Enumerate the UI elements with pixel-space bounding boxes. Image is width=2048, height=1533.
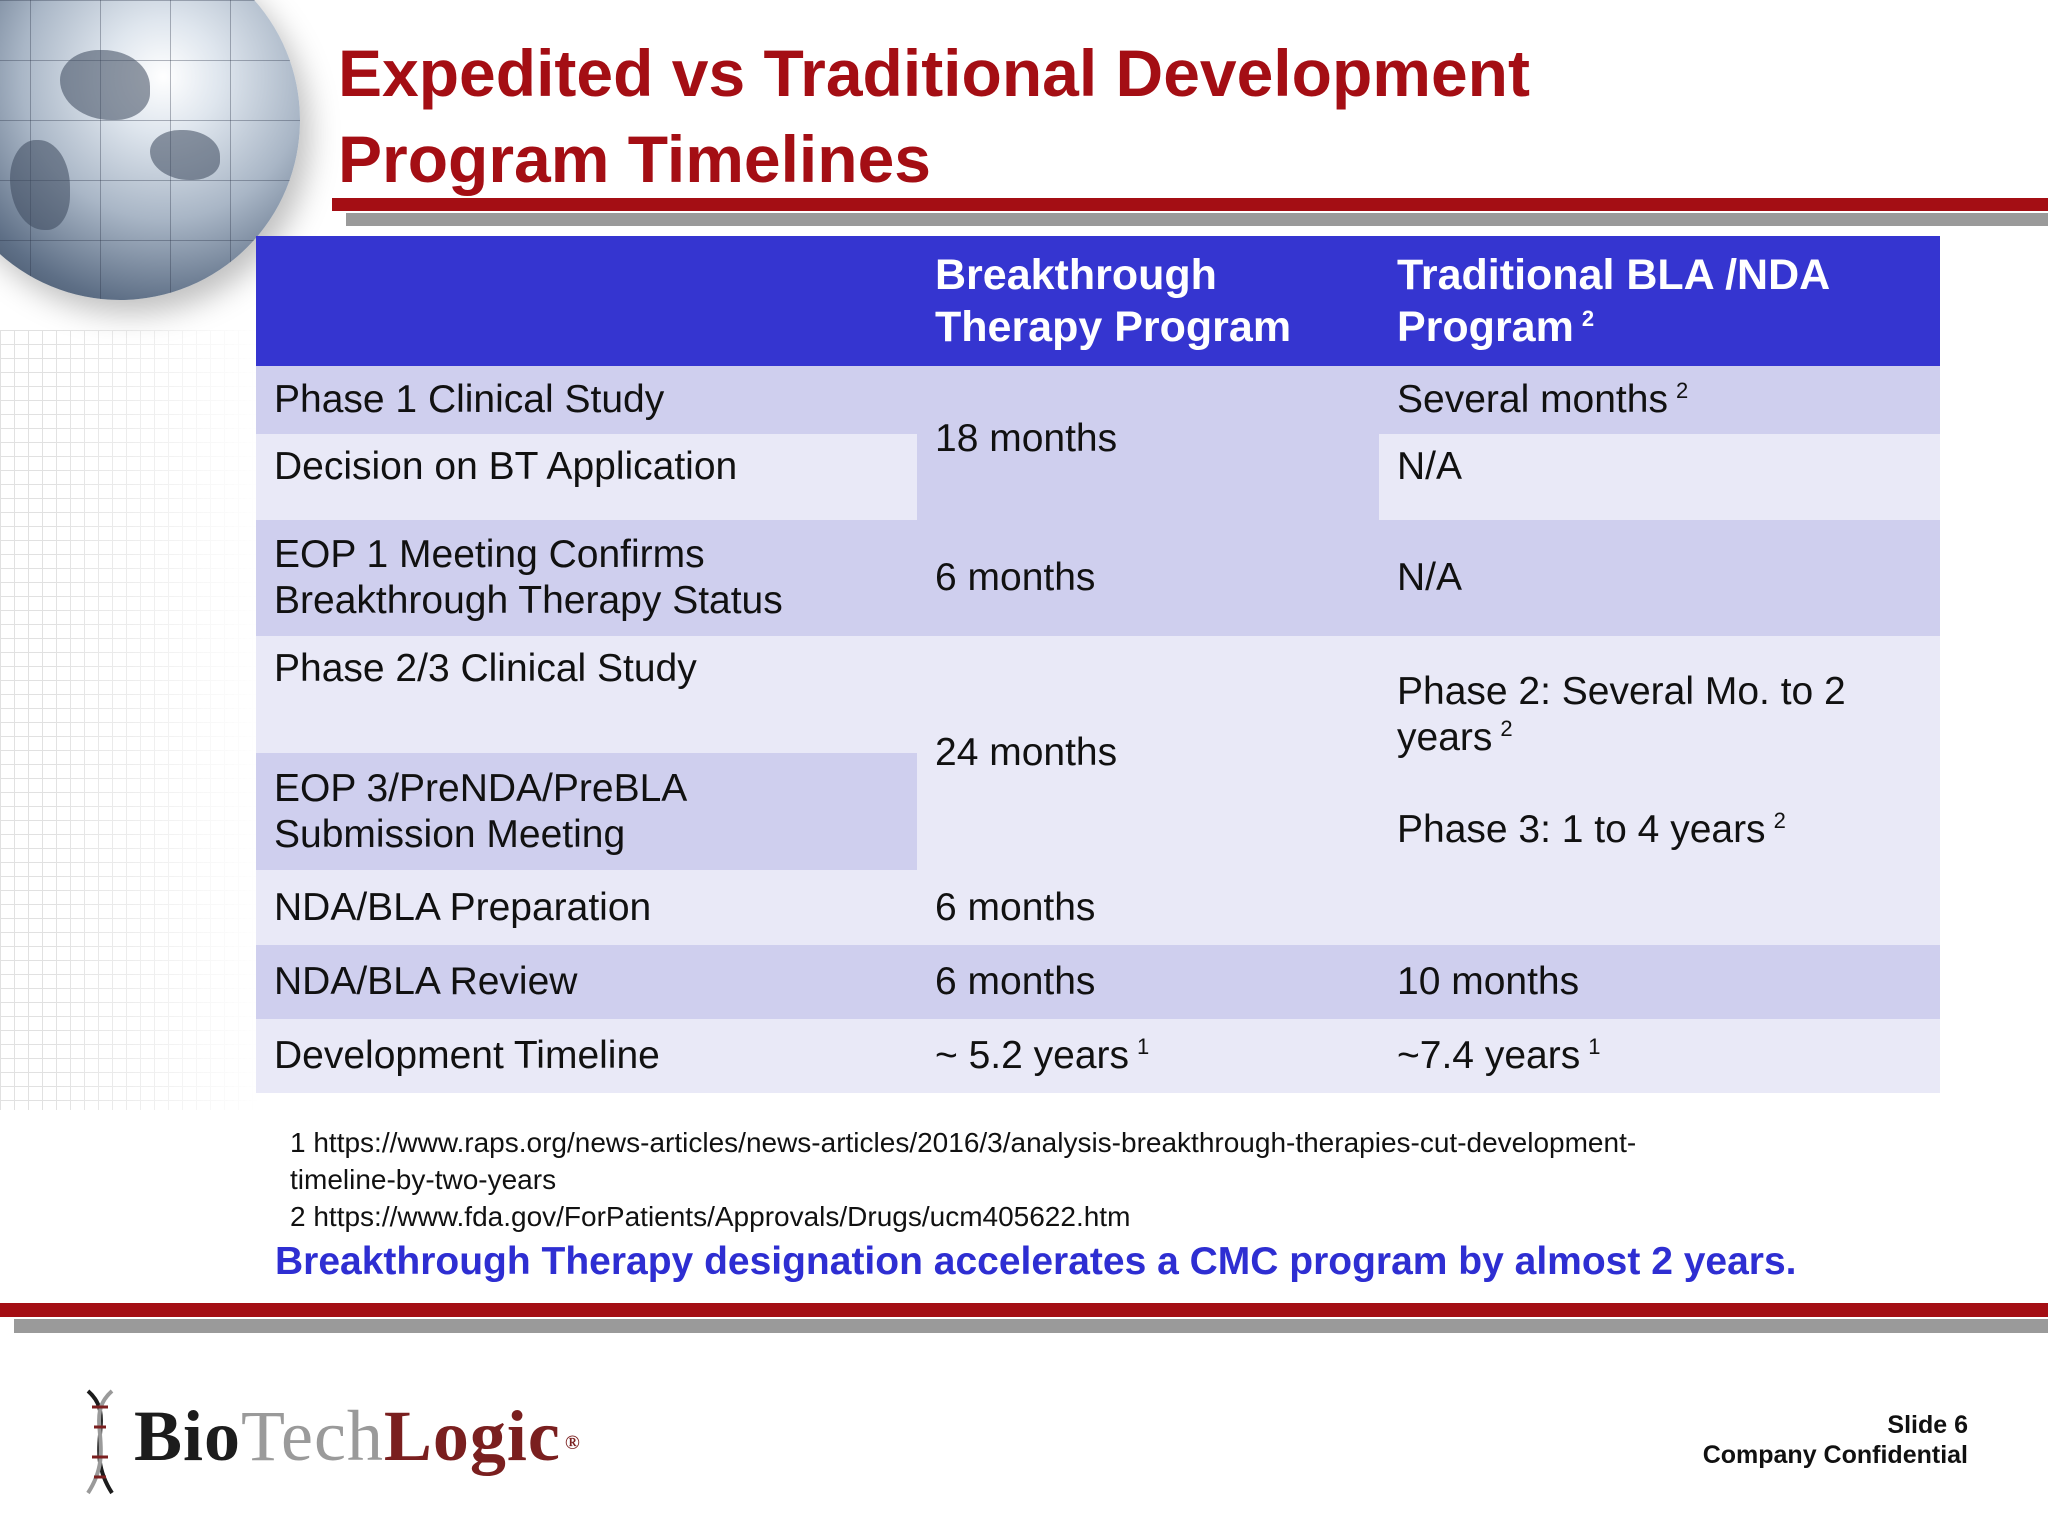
table-row: NDA/BLA Preparation 6 months <box>256 870 1940 945</box>
slide-title-line-2: Program Timelines <box>338 122 932 196</box>
row-label-decision: Decision on BT Application <box>256 434 917 520</box>
header-cell-breakthrough: Breakthrough Therapy Program <box>917 236 1379 366</box>
table-header-row: Breakthrough Therapy Program Traditional… <box>256 236 1940 366</box>
row-label-phase23: Phase 2/3 Clinical Study <box>256 636 917 753</box>
bt-phase1-decision-value: 18 months <box>917 366 1379 520</box>
trad-eop1-value: N/A <box>1379 520 1940 636</box>
trad-decision-value: N/A <box>1379 434 1940 520</box>
slide-title: Expedited vs Traditional Development Pro… <box>338 30 1938 202</box>
footer-rule-red <box>0 1303 2048 1317</box>
bt-ndabla-review-value: 6 months <box>917 945 1379 1019</box>
trad-phase2-3-value: Phase 2: Several Mo. to 2 years 2 Phase 3… <box>1379 636 1940 945</box>
row-label-ndabla-review: NDA/BLA Review <box>256 945 917 1019</box>
confidential-label: Company Confidential <box>1702 1441 1968 1469</box>
logo-wordmark: BioTechLogic ® <box>134 1396 581 1476</box>
bt-ndabla-prep-value: 6 months <box>917 870 1379 945</box>
trad-dev-timeline-value: ~7.4 years 1 <box>1379 1019 1940 1093</box>
slide-title-line-1: Expedited vs Traditional Development <box>338 36 1530 110</box>
bt-phase23-eop3-value: 24 months <box>917 636 1379 870</box>
table-row: Development Timeline ~ 5.2 years 1 ~7.4 y… <box>256 1019 1940 1093</box>
background-grid-pattern <box>0 330 260 1110</box>
row-label-dev-timeline: Development Timeline <box>256 1019 917 1093</box>
table-row: Phase 1 Clinical Study 18 months Several… <box>256 366 1940 520</box>
trad-phase1-value: Several months 2 <box>1379 366 1940 434</box>
biotechlogic-logo: BioTechLogic ® <box>78 1385 678 1505</box>
row-label-phase1: Phase 1 Clinical Study <box>256 366 917 434</box>
slide-number: Slide 6 <box>1887 1411 1968 1439</box>
footnote-1: 1 https://www.raps.org/news-articles/new… <box>290 1127 1637 1195</box>
table-row: EOP 3/PreNDA/PreBLA Submission Meeting <box>256 753 1940 870</box>
slide-info: Slide 6 Company Confidential <box>1703 1410 1968 1470</box>
footnote-2: 2 https://www.fda.gov/ForPatients/Approv… <box>290 1201 1131 1232</box>
globe-icon <box>0 0 300 300</box>
header-cell-traditional: Traditional BLA /NDA Program 2 <box>1379 236 1940 366</box>
dna-icon <box>86 1389 114 1495</box>
row-label-eop1: EOP 1 Meeting Confirms Breakthrough Ther… <box>256 520 917 636</box>
table-row: Phase 2/3 Clinical Study 24 months Phase… <box>256 636 1940 945</box>
trad-ndabla-review-value: 10 months <box>1379 945 1940 1019</box>
table-row: EOP 1 Meeting Confirms Breakthrough Ther… <box>256 520 1940 636</box>
timeline-comparison-table: Breakthrough Therapy Program Traditional… <box>256 236 1940 1093</box>
bt-dev-timeline-value: ~ 5.2 years 1 <box>917 1019 1379 1093</box>
conclusion-text: Breakthrough Therapy designation acceler… <box>275 1240 1797 1283</box>
title-rule-red <box>332 198 2048 211</box>
header-cell-empty <box>256 236 917 366</box>
bt-eop1-value: 6 months <box>917 520 1379 636</box>
title-rule-gray <box>346 213 2048 226</box>
table-row: Decision on BT Application N/A <box>256 434 1940 520</box>
row-label-eop3: EOP 3/PreNDA/PreBLA Submission Meeting <box>256 753 917 870</box>
table-row: NDA/BLA Review 6 months 10 months <box>256 945 1940 1019</box>
footer-rule-gray <box>14 1319 2048 1333</box>
row-label-ndabla-prep: NDA/BLA Preparation <box>256 870 917 945</box>
footnotes: 1 https://www.raps.org/news-articles/new… <box>290 1124 1930 1235</box>
